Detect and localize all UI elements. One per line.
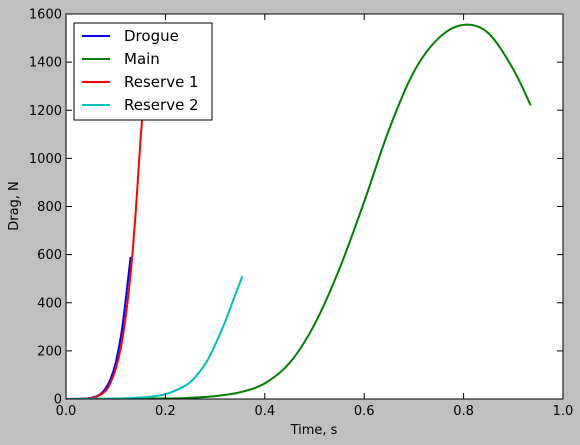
y-tick-label: 800 bbox=[37, 200, 62, 215]
y-tick-label: 400 bbox=[37, 296, 62, 311]
x-tick-label: 1.0 bbox=[553, 404, 574, 419]
series-line-reserve-1 bbox=[66, 110, 145, 399]
x-tick-label: 0.0 bbox=[56, 404, 77, 419]
legend-label-reserve-2: Reserve 2 bbox=[124, 96, 199, 114]
y-axis-label: Drag, N bbox=[7, 181, 22, 231]
y-tick-label: 1600 bbox=[29, 8, 62, 23]
y-tick-label: 1200 bbox=[29, 104, 62, 119]
x-tick-label: 0.8 bbox=[453, 404, 474, 419]
series-line-reserve-2 bbox=[66, 275, 244, 399]
y-tick-label: 0 bbox=[54, 393, 62, 408]
legend-box bbox=[73, 22, 213, 121]
legend-label-main: Main bbox=[124, 50, 160, 68]
y-tick-label: 1400 bbox=[29, 56, 62, 71]
y-tick-label: 1000 bbox=[29, 152, 62, 167]
legend-entries: Drogue Main Reserve 1 Reserve 2 bbox=[82, 27, 199, 114]
series-layer bbox=[66, 23, 532, 399]
y-tick-label: 600 bbox=[37, 248, 62, 263]
y-tick-label: 200 bbox=[37, 344, 62, 359]
legend: Drogue Main Reserve 1 Reserve 2 bbox=[73, 22, 213, 121]
x-tick-label: 0.6 bbox=[354, 404, 375, 419]
tick-labels-layer: 0.0 0.2 0.4 0.6 0.8 1.0 0 200 400 600 800 1000 1200 1… bbox=[29, 8, 573, 420]
x-axis-label: Time, s bbox=[290, 423, 338, 438]
legend-label-reserve-1: Reserve 1 bbox=[124, 73, 199, 91]
plot-frame bbox=[65, 13, 564, 400]
x-tick-label: 0.2 bbox=[155, 404, 176, 419]
series-line-main bbox=[66, 23, 532, 399]
x-tick-label: 0.4 bbox=[254, 404, 275, 419]
legend-label-drogue: Drogue bbox=[124, 27, 179, 45]
